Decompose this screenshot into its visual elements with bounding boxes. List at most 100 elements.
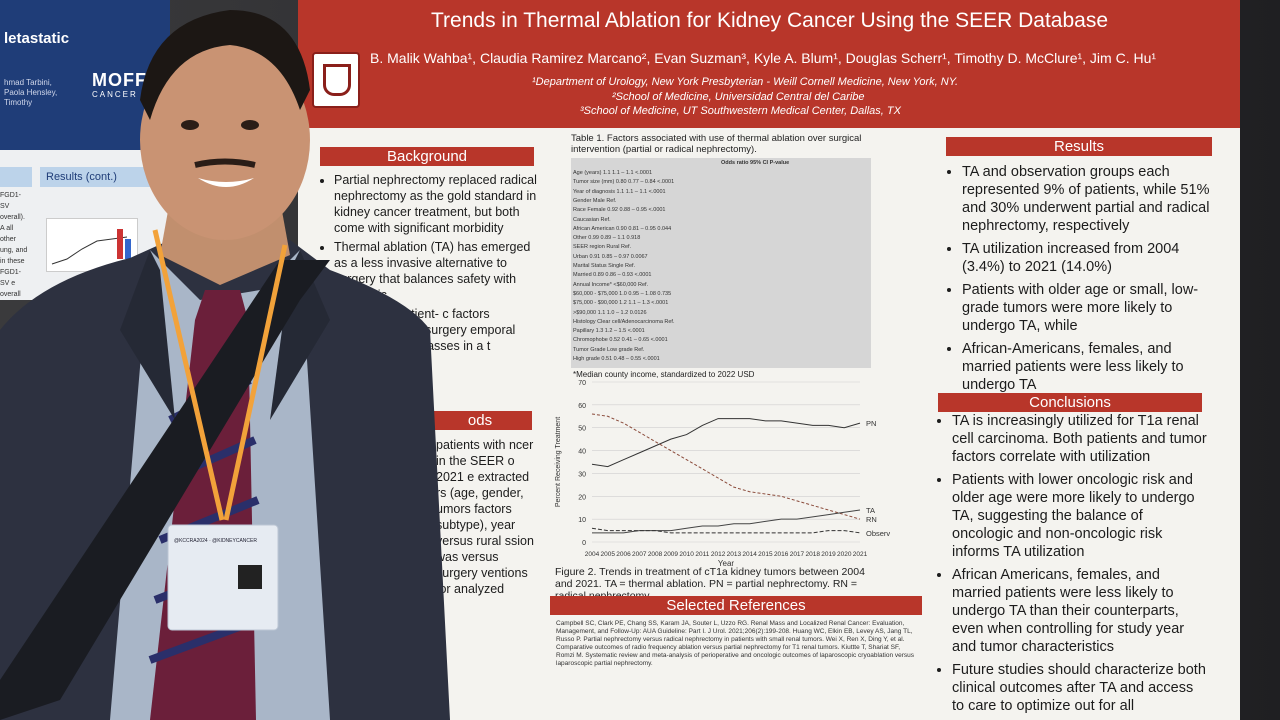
- conclusions-list: TA is increasingly utilized for T1a rena…: [938, 412, 1208, 720]
- table-row: African American 0.90 0.81 – 0.95 0.044: [573, 225, 672, 232]
- y-tick-label: 0: [582, 540, 586, 547]
- table-row: $60,000 - $75,000 1.0 0.95 – 1.08 0.735: [573, 290, 672, 297]
- odds-ratio-table: Odds ratio 95% CI P-value Age (years) 1.…: [571, 158, 871, 368]
- neighbor-logo: MOFF: [92, 70, 147, 90]
- x-tick-label: 2012: [711, 551, 726, 558]
- references-text: Campbell SC, Clark PE, Chang SS, Karam J…: [556, 620, 915, 667]
- x-tick-label: 2019: [821, 551, 836, 558]
- table-row: Tumor size (mm) 0.80 0.77 – 0.84 <.0001: [573, 179, 675, 186]
- table-row: Papillary 1.3 1.2 – 1.5 <.0001: [573, 328, 645, 335]
- background-item: Thermal ablation (TA) has emerged as a l…: [334, 239, 540, 303]
- neighbor-mini-chart-svg: [51, 229, 131, 265]
- methods-text: patients with ncer in the SEER o 2021 e …: [436, 438, 534, 596]
- table-row: Histology Clear cell/Adenocarcinoma Ref.: [573, 318, 675, 325]
- x-axis-label: Year: [718, 559, 735, 568]
- results-item: Patients with older age or small, low-gr…: [962, 281, 1216, 335]
- results-list: TA and observation groups each represent…: [948, 163, 1216, 399]
- series-line-ta: [592, 509, 861, 534]
- x-tick-label: 2004: [585, 551, 600, 558]
- legend-label: Observation: [866, 529, 890, 538]
- table-row: Other 0.99 0.89 – 1.1 0.918: [573, 235, 641, 242]
- x-tick-label: 2015: [758, 551, 773, 558]
- table-row: Marital Status Single Ref.: [573, 263, 636, 269]
- conclusions-item: African Americans, females, and married …: [952, 566, 1208, 656]
- methods-heading: ods: [428, 411, 532, 430]
- x-tick-label: 2006: [616, 551, 631, 558]
- conclusions-item: Patients with lower oncologic risk and o…: [952, 471, 1208, 561]
- conclusions-heading: Conclusions: [938, 393, 1202, 412]
- table-row: Annual Income* <$60,000 Ref.: [573, 281, 649, 288]
- neighbor-logo-sub: CANCER C: [92, 90, 150, 99]
- x-tick-label: 2009: [664, 551, 679, 558]
- neighbor-tab-left: [0, 167, 32, 187]
- poster-title: Trends in Thermal Ablation for Kidney Ca…: [431, 9, 1109, 32]
- neighbor-poster-title: letastatic: [4, 30, 70, 47]
- conclusions-item: TA is increasingly utilized for T1a rena…: [952, 412, 1208, 466]
- table-row: Married 0.89 0.86 – 0.93 <.0001: [573, 272, 652, 279]
- table-row: SEER region Rural Ref.: [573, 244, 632, 251]
- table-row: Year of diagnosis 1.1 1.1 – 1.1 <.0001: [573, 188, 666, 195]
- y-tick-label: 50: [578, 426, 586, 433]
- table-row: Urban 0.91 0.85 – 0.97 0.0067: [573, 253, 648, 260]
- results-item: TA utilization increased from 2004 (3.4%…: [962, 240, 1216, 276]
- y-axis-label: Percent Receiving Treatment: [555, 417, 562, 507]
- conclusions-item: Future studies should characterize both …: [952, 661, 1208, 715]
- x-tick-label: 2014: [742, 551, 757, 558]
- results-item: African-Americans, females, and married …: [962, 340, 1216, 394]
- table-header: Odds ratio 95% CI P-value: [721, 160, 790, 166]
- table-row: Age (years) 1.1 1.1 – 1.1 <.0001: [573, 170, 653, 176]
- neighbor-mini-chart: [46, 218, 138, 272]
- x-tick-label: 2018: [805, 551, 820, 558]
- table-row: Gender Male Ref.: [573, 197, 617, 204]
- y-tick-label: 40: [578, 449, 586, 456]
- table-footnote: *Median county income, standardized to 2…: [573, 370, 755, 379]
- y-tick-label: 70: [578, 380, 586, 387]
- background-heading: Background: [320, 147, 534, 166]
- background-list: Partial nephrectomy replaced radical nep…: [320, 172, 540, 357]
- poster-authors: B. Malik Wahba¹, Claudia Ramirez Marcano…: [370, 50, 1157, 66]
- neighbor-results-tab: Results (cont.): [40, 167, 156, 187]
- legend-label: PN: [866, 419, 876, 428]
- x-tick-label: 2008: [648, 551, 663, 558]
- affiliation-2: ²School of Medicine, Universidad Central…: [612, 91, 865, 103]
- neighbor-side-text: FGD1-SV overall). A all other ung, and i…: [0, 192, 28, 298]
- y-tick-label: 30: [578, 471, 586, 478]
- x-tick-label: 2016: [774, 551, 789, 558]
- weill-cornell-crest-icon: [312, 52, 360, 108]
- results-item: TA and observation groups each represent…: [962, 163, 1216, 235]
- series-line-observation: [591, 527, 861, 534]
- legend-label: TA: [866, 506, 875, 515]
- x-tick-label: 2011: [695, 551, 709, 558]
- x-tick-label: 2010: [679, 551, 694, 558]
- results-heading: Results: [946, 137, 1212, 156]
- main-poster: Trends in Thermal Ablation for Kidney Ca…: [298, 0, 1240, 720]
- background-item: Partial nephrectomy replaced radical nep…: [334, 172, 540, 236]
- references-heading: Selected References: [550, 596, 922, 615]
- legend-label: RN: [866, 515, 877, 524]
- x-tick-label: 2005: [601, 551, 616, 558]
- series-line-rn: [591, 413, 861, 520]
- table-caption: Table 1. Factors associated with use of …: [571, 133, 862, 155]
- y-tick-label: 60: [578, 403, 586, 410]
- x-tick-label: 2007: [632, 551, 647, 558]
- affiliation-1: ¹Department of Urology, New York Presbyt…: [532, 76, 959, 88]
- x-tick-label: 2020: [837, 551, 852, 558]
- series-line-pn: [591, 418, 861, 468]
- table-row: Caucasian Ref.: [573, 216, 611, 223]
- table-row: $75,000 - $90,000 1.2 1.1 – 1.3 <.0001: [573, 300, 669, 307]
- background-item: insight into patient- c factors associat…: [334, 306, 540, 354]
- y-tick-label: 20: [578, 494, 586, 501]
- table-row: >$90,000 1.1 1.0 – 1.2 0.0126: [573, 309, 647, 316]
- poster-header: [298, 0, 1240, 128]
- table-row: High grade 0.51 0.48 – 0.55 <.0001: [573, 356, 660, 362]
- x-tick-label: 2017: [790, 551, 805, 558]
- table-row: Tumor Grade Low grade Ref.: [573, 346, 645, 353]
- affiliation-3: ³School of Medicine, UT Southwestern Med…: [580, 105, 901, 117]
- neighbor-poster: letastatic hmad Tarbini, Paola Hensley, …: [0, 0, 170, 300]
- y-tick-label: 10: [578, 517, 586, 524]
- x-tick-label: 2021: [853, 551, 868, 558]
- table-row: Race Female 0.92 0.88 – 0.95 <.0001: [573, 207, 666, 214]
- neighbor-poster-authors: hmad Tarbini, Paola Hensley, Timothy: [4, 78, 58, 107]
- x-tick-label: 2013: [727, 551, 742, 558]
